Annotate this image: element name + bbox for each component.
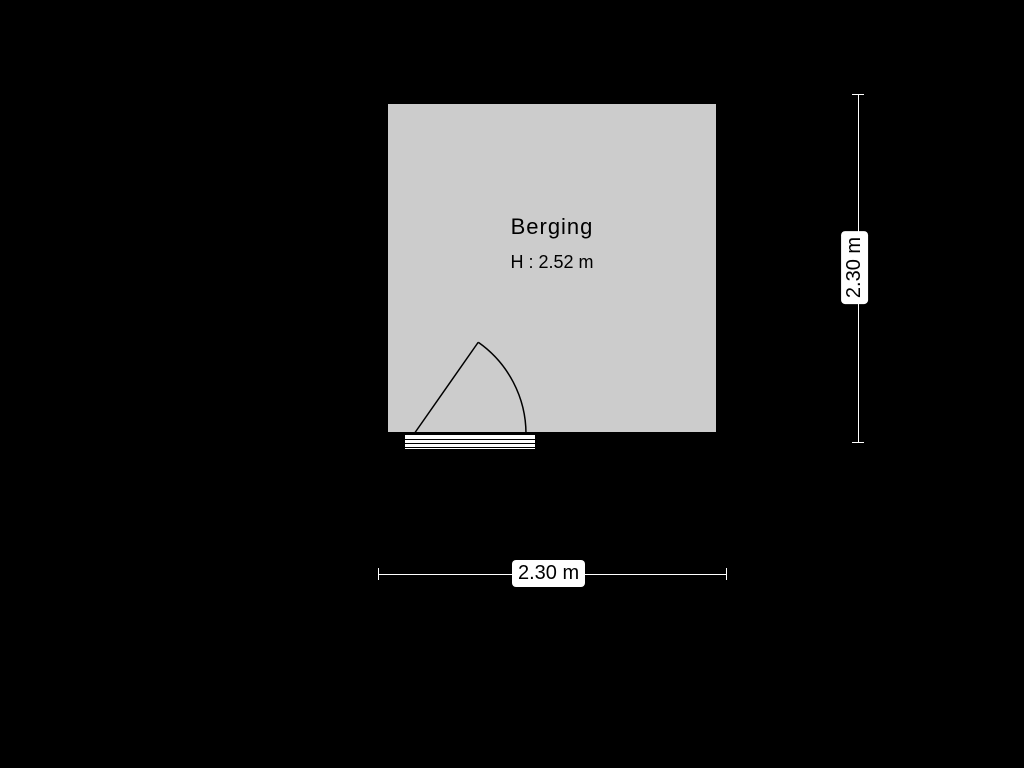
dimension-right-tick-bottom <box>852 442 864 443</box>
room-height-label: H : 2.52 m <box>378 252 726 273</box>
dimension-right-label: 2.30 m <box>841 231 868 304</box>
dimension-right-tick-top <box>852 94 864 95</box>
threshold-line <box>405 447 535 448</box>
dimension-bottom-tick-right <box>726 568 727 580</box>
dimension-bottom-tick-left <box>378 568 379 580</box>
floorplan-canvas: { "background_color": "#000000", "canvas… <box>0 0 1024 768</box>
dimension-bottom-label: 2.30 m <box>512 560 585 587</box>
threshold-line <box>405 443 535 444</box>
door-swing <box>410 318 550 438</box>
threshold-line <box>405 439 535 440</box>
room-name-label: Berging <box>378 214 726 240</box>
